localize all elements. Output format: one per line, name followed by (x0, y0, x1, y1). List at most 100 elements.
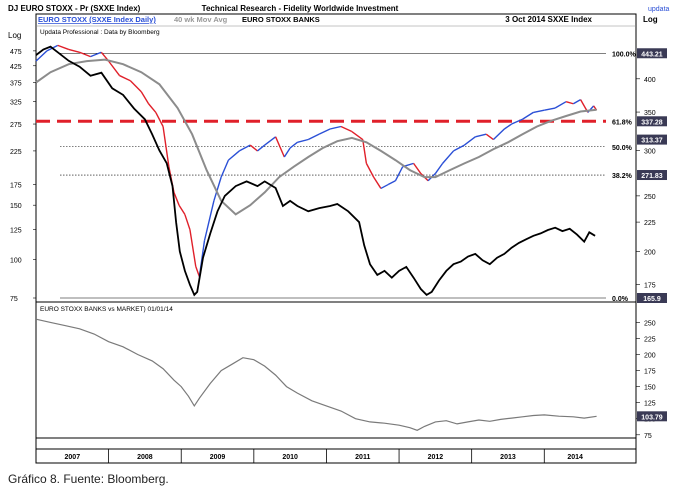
main-series-segment (148, 103, 157, 113)
main-series-segment (203, 200, 215, 241)
x-tick-label: 2009 (210, 454, 226, 461)
x-tick-label: 2013 (500, 454, 516, 461)
date-label: 3 Oct 2014 SXXE Index (505, 15, 592, 24)
main-series-segment (318, 128, 331, 135)
fib-label: 100.0% (612, 51, 637, 58)
price-tag: 337.28 (641, 119, 663, 126)
main-series-segment (90, 51, 102, 58)
right-tick-label: 350 (644, 110, 656, 117)
tags-layer: 443.21 337.28 313.37 271.83 165.9 103.79 (637, 48, 667, 422)
lower-tick-label: 250 (644, 320, 656, 327)
main-series-segment (572, 99, 581, 105)
price-tag-box (637, 48, 667, 59)
left-tick-label: 375 (10, 81, 22, 88)
right-tick-label: 200 (644, 249, 656, 256)
left-tick-label: 475 (10, 49, 22, 56)
lower-tick-label: 150 (644, 385, 656, 392)
main-series-segment (119, 74, 131, 82)
main-series-segment (565, 101, 574, 105)
legend-main: EURO STOXX (SXXE Index Daily) (38, 15, 156, 24)
main-series-segment (475, 133, 487, 138)
main-series-segment (283, 147, 291, 158)
main-series-segment (453, 144, 465, 152)
main-series-segment (554, 101, 567, 109)
grid-layer: 100.0% 61.8% 50.0% 38.2% 0.0% (36, 51, 637, 303)
main-series-segment (380, 183, 389, 190)
main-series-segment (274, 136, 285, 158)
left-tick-label: 75 (10, 296, 18, 303)
main-series-segment (195, 266, 201, 277)
price-tag-box (637, 116, 667, 127)
main-series-segment (68, 48, 80, 53)
left-tick-label: 125 (10, 228, 22, 235)
price-tag-box (637, 134, 667, 145)
main-series-segment (522, 111, 534, 120)
x-tick-label: 2014 (567, 454, 583, 461)
lower-price-tag: 103.79 (641, 414, 663, 421)
left-log-label: Log (8, 31, 21, 40)
right-tick-label: 225 (644, 220, 656, 227)
x-tick-label: 2012 (428, 454, 444, 461)
price-tag: 165.9 (643, 296, 661, 303)
legend-ma: 40 wk Mov Avg (174, 15, 228, 24)
right-tick-label: 175 (644, 283, 656, 290)
legend-banks: EURO STOXX BANKS (242, 15, 320, 24)
ratio-series-line (35, 318, 597, 431)
x-tick-label: 2011 (355, 454, 370, 461)
main-series-segment (503, 123, 512, 130)
main-series-segment (227, 150, 240, 161)
price-tag: 443.21 (641, 51, 663, 58)
plot-frame (35, 13, 637, 464)
main-series-segment (57, 44, 69, 51)
left-tick-label: 425 (10, 64, 22, 71)
legend-sub: Updata Professional : Data by Bloomberg (40, 29, 160, 36)
main-series-segment (173, 192, 180, 206)
main-series-segment (220, 159, 230, 178)
main-series-segment (108, 60, 121, 76)
x-tick-label: 2008 (137, 454, 153, 461)
left-tick-label: 275 (10, 122, 22, 129)
left-tick-label: 325 (10, 100, 22, 107)
price-tag-box (637, 170, 667, 181)
main-series-segment (511, 118, 523, 125)
main-series-segment (394, 166, 404, 182)
main-series-segment (329, 125, 342, 130)
main-series-segment (533, 109, 545, 114)
right-log-label: Log (643, 15, 658, 24)
main-series-segment (492, 128, 505, 141)
main-series-segment (213, 176, 222, 202)
series-layer (35, 44, 598, 431)
lower-tick-label: 125 (644, 401, 656, 408)
fib-label: 38.2% (612, 173, 633, 180)
left-tick-label: 100 (10, 257, 22, 264)
main-series-segment (307, 133, 320, 141)
lower-tick-label: 200 (644, 353, 656, 360)
x-tick-label: 2010 (282, 454, 298, 461)
left-title: DJ EURO STOXX - Pr (SXXE Index) (8, 4, 141, 13)
main-series-segment (129, 80, 142, 93)
main-series-segment (140, 91, 150, 105)
left-tick-label: 225 (10, 149, 22, 156)
main-series-segment (249, 144, 258, 152)
fib-label: 61.8% (612, 119, 633, 126)
main-series-segment (544, 107, 556, 111)
x-tick-label: 2007 (65, 454, 81, 461)
main-series-segment (79, 51, 91, 58)
price-tag-box (637, 293, 667, 303)
main-series-segment (413, 162, 422, 174)
banks-series-line (35, 45, 596, 297)
main-series-segment (257, 144, 266, 152)
main-series-segment (362, 139, 368, 164)
lower-tick-label: 175 (644, 369, 656, 376)
lower-price-tag-box (637, 411, 667, 422)
fib-label: 50.0% (612, 145, 633, 152)
center-title: Technical Research - Fidelity Worldwide … (202, 4, 399, 13)
main-series-segment (365, 163, 375, 178)
right-tick-label: 250 (644, 194, 656, 201)
main-series-segment (463, 136, 476, 146)
main-series-segment (155, 112, 164, 127)
main-series-segment (485, 133, 494, 141)
main-series-segment (189, 229, 197, 267)
